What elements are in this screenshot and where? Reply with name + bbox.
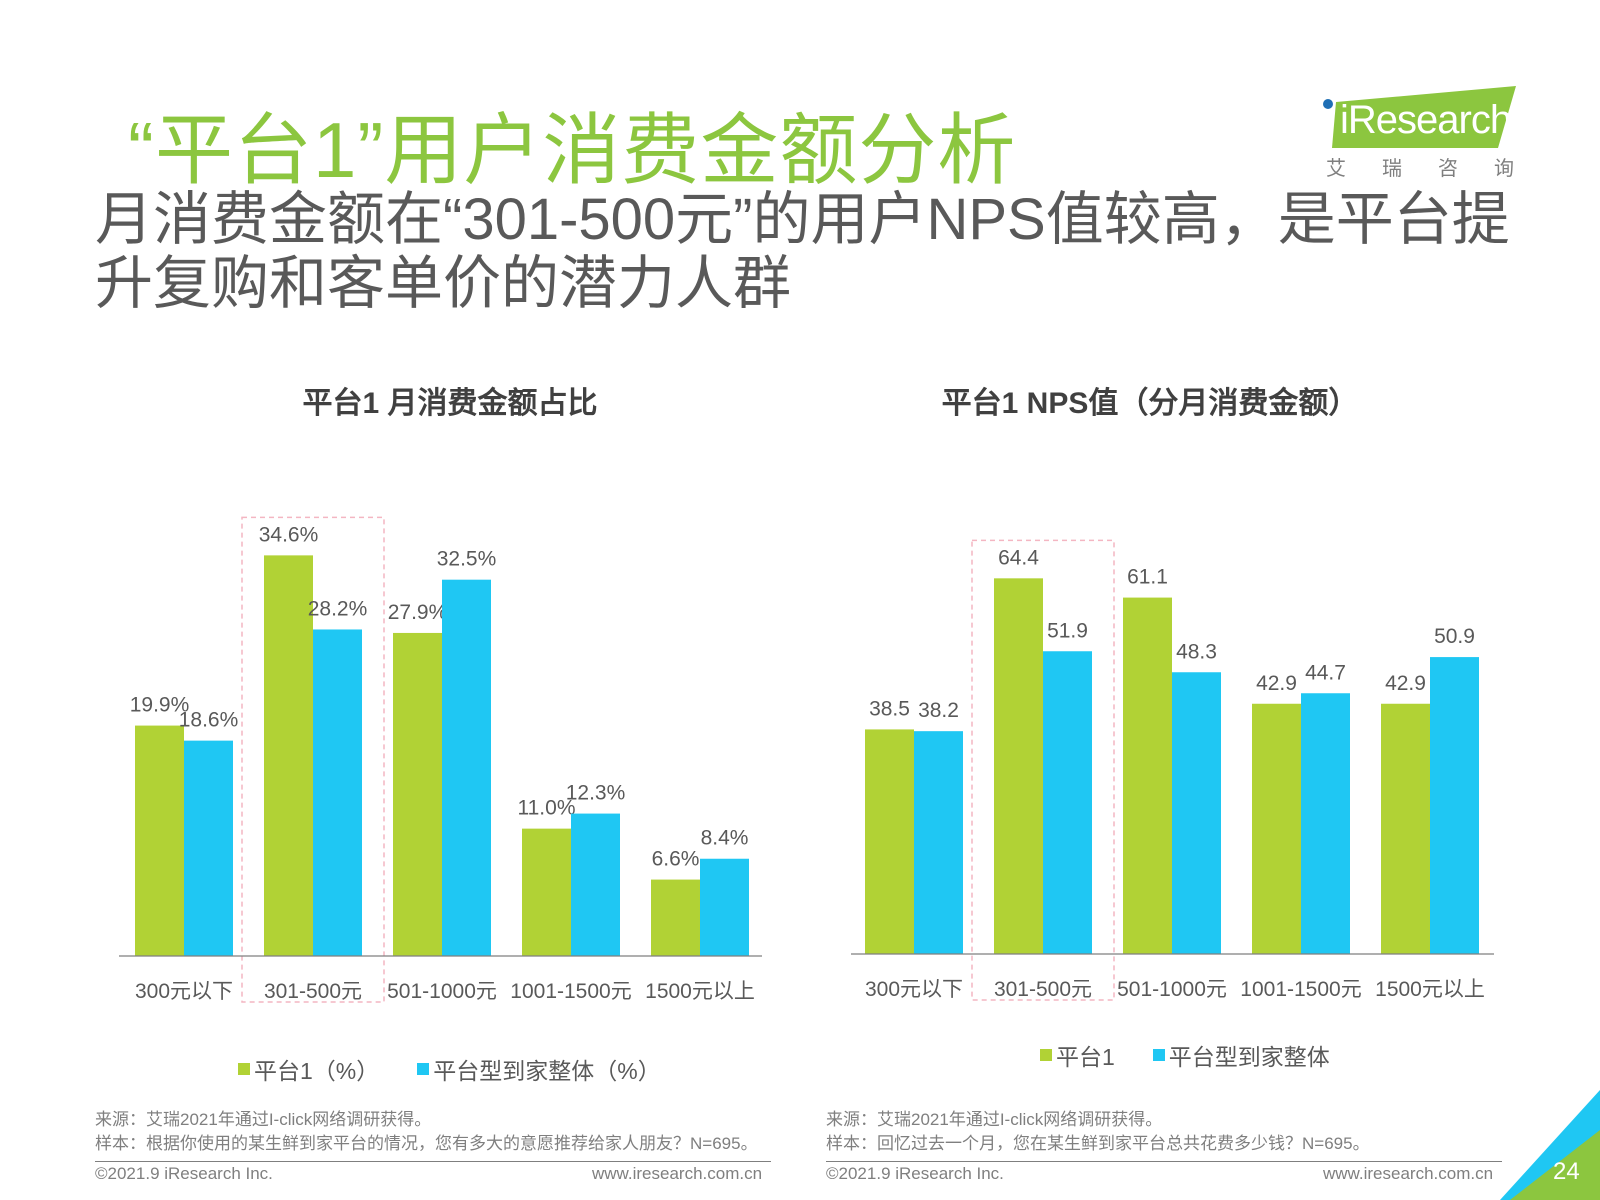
data-label: 38.2 bbox=[918, 699, 959, 722]
data-label: 42.9 bbox=[1385, 672, 1426, 695]
data-label: 18.6% bbox=[179, 709, 239, 732]
logo-badge-icon bbox=[1323, 86, 1516, 148]
data-label: 61.1 bbox=[1127, 566, 1168, 589]
right-footer-divider bbox=[826, 1161, 1502, 1162]
legend-swatch-green bbox=[1040, 1049, 1052, 1061]
bar bbox=[700, 858, 749, 956]
bar bbox=[571, 813, 620, 956]
legend-swatch-green bbox=[238, 1063, 250, 1075]
source-line: 来源：艾瑞2021年通过I-click网络调研获得。 bbox=[826, 1110, 1163, 1129]
left-footer-divider bbox=[95, 1161, 771, 1162]
legend-item-platform1: 平台1 bbox=[1040, 1038, 1115, 1072]
data-label: 42.9 bbox=[1256, 672, 1297, 695]
x-tick-label: 301-500元 bbox=[994, 978, 1092, 1001]
bar bbox=[651, 879, 700, 956]
x-tick-label: 300元以下 bbox=[135, 980, 233, 1003]
logo-chinese-text: 艾瑞咨询 bbox=[1326, 158, 1550, 180]
bar bbox=[313, 629, 362, 956]
data-label: 8.4% bbox=[701, 827, 749, 850]
x-tick-label: 1500元以上 bbox=[645, 980, 755, 1003]
data-label: 6.6% bbox=[652, 848, 700, 871]
x-tick-label: 1500元以上 bbox=[1375, 978, 1485, 1001]
bar bbox=[994, 578, 1043, 954]
right-bar-chart: 38.5 64.4 61.1 42.9 42.9 38.2 51.9 48.3 44.7 50.9… bbox=[851, 539, 1494, 1001]
bar bbox=[865, 729, 914, 954]
right-footer-copyright: ©2021.9 iResearch Inc. bbox=[826, 1164, 1004, 1183]
bar bbox=[442, 579, 491, 956]
bar bbox=[1430, 657, 1479, 954]
sample-line: 样本：回忆过去一个月，您在某生鲜到家平台总共花费多少钱？N=695。 bbox=[826, 1134, 1370, 1153]
bar bbox=[1381, 703, 1430, 954]
x-tick-label: 501-1000元 bbox=[387, 980, 497, 1003]
source-line: 来源：艾瑞2021年通过I-click网络调研获得。 bbox=[95, 1110, 432, 1129]
data-label: 51.9 bbox=[1047, 619, 1088, 642]
data-label: 32.5% bbox=[437, 548, 497, 571]
left-chart-title: 平台1 月消费金额占比 bbox=[302, 387, 598, 420]
bar bbox=[1123, 597, 1172, 954]
bar bbox=[1301, 693, 1350, 954]
corner-decoration-icon bbox=[1500, 1090, 1600, 1200]
data-label: 12.3% bbox=[566, 782, 626, 805]
bar bbox=[914, 731, 963, 954]
left-bar-chart: 19.9% 34.6% 27.9% 11.0% 6.6% 18.6% 28.2% 32.5% 1… bbox=[119, 516, 762, 1003]
bar bbox=[264, 555, 313, 956]
right-chart-legend: 平台1 平台型到家整体 bbox=[1040, 1038, 1330, 1072]
data-label: 48.3 bbox=[1176, 640, 1217, 663]
legend-item-overall: 平台型到家整体 bbox=[1152, 1038, 1330, 1072]
x-tick-label: 501-1000元 bbox=[1117, 978, 1227, 1001]
page-number: 24 bbox=[1553, 1158, 1580, 1185]
data-label: 44.7 bbox=[1305, 661, 1346, 684]
data-label: 50.9 bbox=[1434, 625, 1475, 648]
legend-label: 平台1 bbox=[1056, 1044, 1115, 1070]
logo-wordmark: iResearch bbox=[1340, 98, 1512, 142]
highlight-box bbox=[971, 539, 1115, 1001]
left-footer-copyright: ©2021.9 iResearch Inc. bbox=[95, 1164, 273, 1183]
x-tick-label: 300元以下 bbox=[865, 978, 963, 1001]
bar bbox=[1252, 703, 1301, 954]
x-tick-label: 301-500元 bbox=[264, 980, 362, 1003]
highlight-box bbox=[241, 516, 385, 1003]
data-label: 64.4 bbox=[998, 546, 1039, 569]
legend-item-overall: 平台型到家整体（%） bbox=[417, 1052, 661, 1086]
legend-swatch-blue bbox=[417, 1063, 430, 1075]
data-label: 27.9% bbox=[388, 601, 448, 624]
right-footer-website: www.iresearch.com.cn bbox=[1323, 1164, 1494, 1183]
right-source-note: 来源：艾瑞2021年通过I-click网络调研获得。 样本：回忆过去一个月，您在… bbox=[826, 1108, 1370, 1156]
bar bbox=[522, 828, 571, 956]
bar bbox=[393, 632, 442, 956]
legend-label: 平台型到家整体 bbox=[1168, 1044, 1330, 1070]
bar bbox=[135, 725, 184, 956]
left-source-note: 来源：艾瑞2021年通过I-click网络调研获得。 样本：根据你使用的某生鲜到… bbox=[95, 1108, 758, 1156]
bar bbox=[184, 740, 233, 956]
page-subtitle: 月消费金额在“301-500元”的用户NPS值较高，是平台提升复购和客单价的潜力… bbox=[95, 187, 1510, 316]
bar bbox=[1172, 672, 1221, 954]
data-label: 11.0% bbox=[518, 797, 576, 820]
bar bbox=[1043, 651, 1092, 954]
sample-line: 样本：根据你使用的某生鲜到家平台的情况，您有多大的意愿推荐给家人朋友？N=695… bbox=[95, 1134, 758, 1153]
page-title: “平台1”用户消费金额分析 bbox=[128, 106, 1017, 194]
iresearch-logo: iResearch 艾瑞咨询 bbox=[1320, 82, 1520, 182]
x-tick-label: 1001-1500元 bbox=[510, 980, 631, 1003]
x-tick-label: 1001-1500元 bbox=[1240, 978, 1361, 1001]
legend-label: 平台型到家整体（%） bbox=[433, 1058, 661, 1084]
right-chart-title: 平台1 NPS值（分月消费金额） bbox=[941, 387, 1359, 420]
left-footer-website: www.iresearch.com.cn bbox=[592, 1164, 763, 1183]
data-label: 38.5 bbox=[869, 697, 910, 720]
data-label: 28.2% bbox=[308, 597, 368, 620]
data-label: 34.6% bbox=[259, 523, 319, 546]
legend-swatch-blue bbox=[1152, 1049, 1165, 1061]
legend-label: 平台1（%） bbox=[254, 1058, 380, 1084]
legend-item-platform1: 平台1（%） bbox=[238, 1052, 379, 1086]
left-chart-legend: 平台1（%） 平台型到家整体（%） bbox=[238, 1052, 661, 1086]
data-label: 19.9% bbox=[130, 694, 190, 717]
